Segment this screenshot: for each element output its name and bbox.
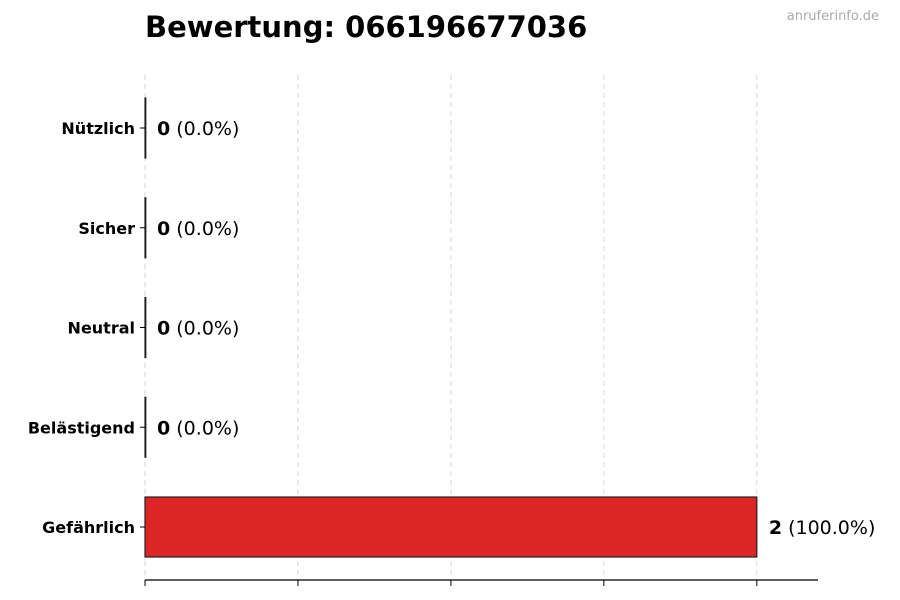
data-label: 2 (100.0%) xyxy=(769,517,876,539)
data-label: 0 (0.0%) xyxy=(157,417,239,439)
category-label: Belästigend xyxy=(28,418,135,437)
category-label: Gefährlich xyxy=(42,518,135,537)
bar xyxy=(144,396,147,458)
chart-title: Bewertung: 066196677036 xyxy=(145,10,588,44)
category-label: Nützlich xyxy=(61,119,135,138)
data-label: 0 (0.0%) xyxy=(157,218,239,240)
bar xyxy=(144,496,758,558)
bar xyxy=(144,97,147,159)
data-label: 0 (0.0%) xyxy=(157,118,239,140)
category-label: Sicher xyxy=(78,219,135,238)
bar xyxy=(144,197,147,259)
bar xyxy=(144,296,147,359)
data-label: 0 (0.0%) xyxy=(157,318,239,340)
watermark: anruferinfo.de xyxy=(786,9,879,24)
category-label: Neutral xyxy=(68,319,135,338)
